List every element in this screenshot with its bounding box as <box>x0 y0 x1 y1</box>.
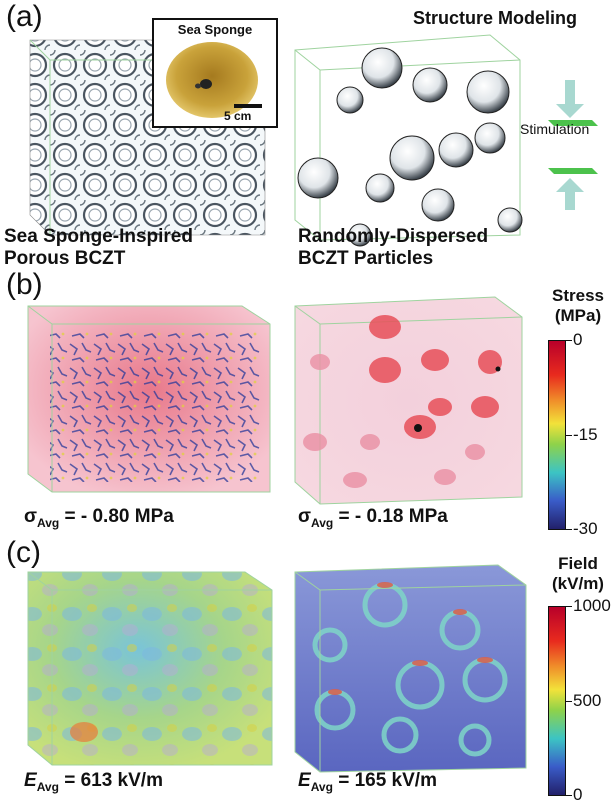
structure-modeling-header: Structure Modeling <box>413 8 578 28</box>
field-tick-1000: 1000 <box>573 596 611 615</box>
dispersed-particles-render <box>294 34 523 247</box>
stress-tick-mark-15 <box>566 435 572 436</box>
field-colorbar-title-2: (kV/m) <box>552 574 604 593</box>
stress-colorbar-title-2: (MPa) <box>554 306 602 325</box>
stimulation-arrows-icon <box>548 80 598 210</box>
stress-colorbar <box>548 340 566 530</box>
stress-tick-mark-0 <box>566 340 572 341</box>
stress-tick-0: 0 <box>573 330 583 349</box>
stress-particles-render <box>294 296 523 505</box>
right-caption-line2: BCZT Particles <box>298 248 434 269</box>
field-tick-mark-500 <box>566 701 572 702</box>
left-caption-line2: Porous BCZT <box>4 248 126 269</box>
field-particles-render <box>294 564 527 773</box>
stress-tick-mark-30 <box>566 529 572 530</box>
field-colorbar-title-1: Field <box>558 554 598 573</box>
stress-avg-right: σAvg = - 0.18 MPa <box>298 506 448 530</box>
stress-avg-left: σAvg = - 0.80 MPa <box>24 506 174 530</box>
panel-a-label: (a) <box>6 0 43 33</box>
sea-sponge-inset: Sea Sponge 5 cm <box>152 18 278 128</box>
field-tick-0: 0 <box>573 785 583 804</box>
field-tick-500: 500 <box>573 691 602 710</box>
stress-porous-render <box>27 305 271 493</box>
field-avg-left: EAvg = 613 kV/m <box>24 770 163 794</box>
scalebar <box>234 104 262 108</box>
stimulation-label: Stimulation <box>520 121 590 137</box>
panel-b-label: (b) <box>6 268 43 301</box>
field-porous-render <box>27 571 273 766</box>
panel-c-label: (c) <box>6 536 41 569</box>
stress-tick-30: -30 <box>573 519 598 538</box>
right-caption-line1: Randomly-Dispersed <box>298 226 489 247</box>
scalebar-label: 5 cm <box>224 109 252 123</box>
left-caption-line1: Sea Sponge-Inspired <box>4 226 193 247</box>
field-tick-mark-0 <box>566 795 572 796</box>
stress-tick-15: -15 <box>573 425 598 444</box>
stress-colorbar-title-1: Stress <box>552 286 604 305</box>
field-tick-mark-1000 <box>566 606 572 607</box>
inset-title: Sea Sponge <box>177 22 253 37</box>
sea-sponge-photo <box>166 42 258 118</box>
field-colorbar <box>548 606 566 796</box>
field-avg-right: EAvg = 165 kV/m <box>298 770 437 794</box>
